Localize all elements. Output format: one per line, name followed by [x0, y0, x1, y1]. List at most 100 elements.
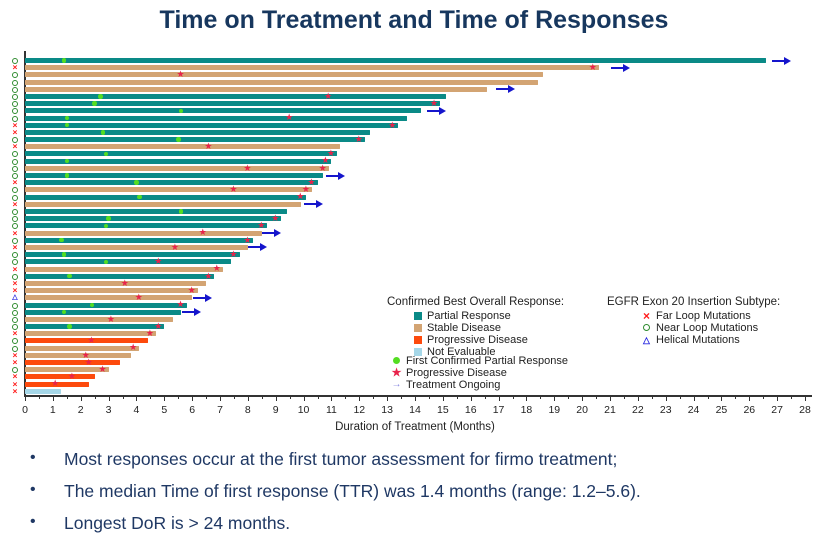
x-axis-minor-tick — [791, 396, 793, 399]
helical-triangle-icon: △ — [643, 334, 650, 345]
response-color-swatch — [414, 324, 422, 332]
bullet-text: Most responses occur at the first tumor … — [64, 449, 618, 469]
near-loop-circle-icon — [12, 216, 18, 223]
treatment-bar — [25, 381, 90, 387]
first-response-dot-marker — [176, 137, 181, 142]
pd-star-marker: ★ — [67, 371, 76, 382]
x-axis-tick-label: 15 — [437, 404, 449, 416]
near-loop-circle-icon — [12, 101, 18, 108]
swimmer-bar-row: × ★ — [13, 263, 805, 273]
arrow-head — [193, 308, 201, 317]
first-response-dot-marker — [103, 151, 109, 157]
treatment-bar — [25, 108, 421, 114]
treatment-bar — [25, 137, 365, 143]
first-response-dot-marker — [89, 302, 95, 308]
treatment-bar — [25, 158, 332, 164]
legend-best-overall-response: Confirmed Best Overall Response: Partial… — [387, 296, 564, 358]
swimmer-bar-row: × ★ — [13, 177, 805, 187]
legend-event-markers: First Confirmed Partial Response ★ Progres… — [390, 355, 569, 391]
x-axis-major-tick — [25, 396, 26, 401]
swimmer-bar-row: ★ — [12, 90, 805, 101]
pd-star-marker: ★ — [84, 356, 93, 367]
near-loop-circle-icon — [12, 194, 18, 201]
x-axis-major-tick — [359, 396, 361, 401]
legend-item-label: Progressive Disease — [406, 367, 507, 379]
pd-star-marker: ★ — [326, 148, 335, 159]
legend-item: ★ Progressive Disease — [390, 367, 568, 379]
response-color-swatch — [414, 336, 422, 344]
pd-star-marker: ★ — [285, 112, 294, 123]
arrow-head — [622, 63, 630, 72]
x-axis-tick-label: 8 — [244, 404, 251, 416]
x-axis-major-tick — [52, 396, 54, 401]
first-response-dot-marker — [61, 58, 67, 63]
far-loop-x-icon: × — [12, 277, 18, 288]
x-axis-tick-label: 25 — [715, 404, 728, 416]
treatment-ongoing-arrow — [610, 63, 630, 72]
pd-star-icon: ★ — [391, 367, 402, 379]
x-axis-major-tick — [80, 396, 82, 401]
treatment-bar — [25, 360, 120, 366]
page-title: Time on Treatment and Time of Responses — [159, 6, 669, 34]
first-response-dot-marker — [64, 122, 70, 128]
treatment-bar — [25, 187, 312, 193]
x-axis-major-tick — [331, 396, 333, 401]
x-axis-minor-tick — [428, 396, 430, 399]
near-loop-circle-icon — [12, 58, 18, 64]
near-loop-circle-icon — [12, 338, 18, 345]
x-axis-major-tick — [247, 396, 249, 401]
first-response-dot-marker — [61, 309, 67, 315]
swimmer-bar-row — [12, 308, 805, 317]
x-axis-minor-tick — [206, 396, 208, 399]
x-axis-major-tick — [108, 396, 110, 401]
treatment-bar — [25, 352, 131, 358]
swimmer-bar-row: × ★ — [13, 350, 805, 360]
treatment-ongoing-arrow — [496, 85, 516, 94]
x-axis-minor-tick — [401, 396, 403, 399]
near-loop-circle-icon — [643, 324, 650, 331]
x-axis-minor-tick — [233, 396, 235, 399]
first-response-dot-marker — [59, 237, 64, 243]
swimmer-bar-row: × ★ — [13, 371, 805, 382]
pd-star-marker: ★ — [106, 313, 115, 324]
swimmer-bar-row: ★ — [12, 134, 805, 144]
swimmer-bar-row: ★ ★ — [12, 184, 805, 194]
swimmer-bar-row: ★ — [12, 335, 805, 345]
first-response-dot-marker — [61, 252, 67, 257]
x-axis-minor-tick — [66, 396, 68, 399]
arrow-head — [260, 243, 268, 252]
helical-triangle-icon: △ — [12, 294, 18, 302]
treatment-bar — [25, 223, 268, 229]
x-axis-major-tick — [554, 396, 556, 401]
treatment-bar — [25, 165, 329, 171]
pd-star-marker: ★ — [204, 270, 213, 281]
near-loop-circle-icon — [12, 252, 18, 259]
treatment-bar — [25, 201, 301, 207]
first-response-dot-marker — [98, 94, 103, 99]
bullet-line: • Longest DoR is > 24 months. — [0, 511, 828, 543]
arrow-head — [438, 106, 446, 115]
x-axis-tick-label: 23 — [659, 404, 672, 416]
pd-star-marker: ★ — [324, 90, 333, 101]
swimmer-bar-row: × ★ — [13, 120, 805, 130]
near-loop-circle-icon — [12, 324, 18, 331]
legend-item-label: Near Loop Mutations — [656, 322, 759, 334]
x-axis-major-tick — [693, 396, 695, 401]
x-axis-major-tick — [164, 396, 166, 401]
pd-star-marker: ★ — [271, 213, 280, 224]
x-axis-minor-tick — [623, 396, 625, 399]
x-axis-tick-label: 6 — [189, 404, 196, 416]
x-axis-tick-label: 16 — [464, 404, 477, 416]
bullet-line: • Most responses occur at the first tumor… — [0, 447, 828, 479]
pd-star-marker: ★ — [154, 256, 163, 267]
swimmer-bar-row: ★ — [12, 364, 805, 374]
x-axis-minor-tick — [596, 396, 598, 399]
near-loop-circle-icon — [12, 187, 18, 194]
arrow-shaft — [304, 203, 319, 206]
x-axis-minor-tick — [373, 396, 375, 399]
first-response-dot-marker — [103, 223, 109, 229]
treatment-bar — [25, 331, 156, 337]
swimmer-bar-row: ★ — [12, 313, 805, 324]
x-axis-tick-label: 4 — [133, 404, 140, 416]
treatment-bar — [25, 216, 282, 222]
